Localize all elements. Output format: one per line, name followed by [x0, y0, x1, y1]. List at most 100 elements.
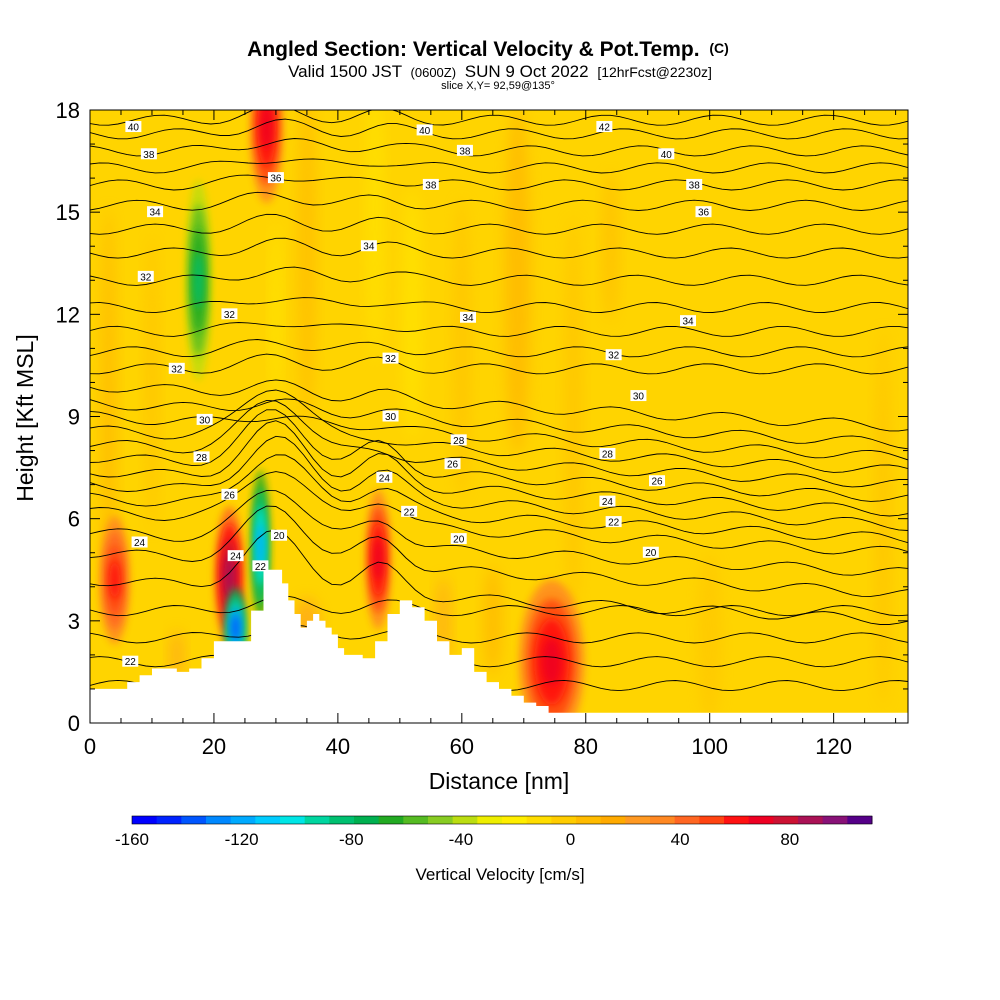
contour-label: 24: [599, 495, 616, 508]
x-tick-label: 100: [691, 734, 728, 759]
contour-label-text: 40: [661, 150, 673, 161]
velocity-shade: [261, 110, 273, 150]
contour-label-box: [599, 447, 616, 459]
colorbar-swatch: [329, 816, 355, 824]
colorbar-tick-label: -120: [225, 830, 259, 849]
theta-contour: [90, 389, 908, 473]
contour-label-text: 24: [379, 473, 391, 484]
contour-label-text: 34: [682, 317, 694, 328]
colorbar-swatch: [477, 816, 503, 824]
contour-label-text: 32: [385, 354, 397, 365]
x-tick-label: 20: [202, 734, 226, 759]
theta-contour: [90, 213, 908, 235]
x-tick-label: 80: [574, 734, 598, 759]
theta-contour: [90, 410, 908, 461]
theta-contour: [90, 138, 908, 157]
colorbar-tick-label: -160: [115, 830, 149, 849]
field-texture-blob: [297, 110, 316, 427]
plot-area: 40 40 42 38 38 40 36 38 38 34 36 34 32 32 34 34 32 32 32 30…: [90, 110, 908, 723]
velocity-shade: [109, 560, 120, 599]
contour-label-text: 28: [453, 436, 465, 447]
contour-label: 36: [695, 206, 712, 219]
theta-contour: [90, 399, 908, 488]
chart-title: Angled Section: Vertical Velocity & Pot.…: [247, 38, 729, 61]
contour-label-text: 42: [599, 123, 611, 134]
contour-label-box: [193, 451, 210, 463]
contour-label-box: [221, 488, 238, 500]
theta-contour: [90, 595, 908, 617]
y-axis-title: Height [Kft MSL]: [12, 334, 38, 501]
colorbar-swatch: [230, 816, 256, 824]
contour-label: 22: [605, 516, 622, 529]
colorbar-swatch: [526, 816, 552, 824]
contour-label-text: 26: [447, 460, 459, 471]
velocity-shade: [224, 556, 235, 598]
contour-label: 20: [271, 529, 288, 542]
contour-label: 32: [605, 349, 622, 362]
colorbar-swatch: [132, 816, 158, 824]
colorbar-swatch: [798, 816, 824, 824]
chart-title-suffix: (C): [709, 40, 728, 56]
contour-label-text: 20: [453, 535, 465, 546]
field-texture-blob: [504, 110, 531, 456]
contour-label-box: [658, 148, 675, 160]
contour-label-text: 32: [171, 364, 183, 375]
chart-title-main: Angled Section: Vertical Velocity & Pot.…: [247, 38, 699, 61]
colorbar-tick-label: 80: [780, 830, 799, 849]
contour-label-text: 22: [255, 562, 267, 573]
colorbar-title: Vertical Velocity [cm/s]: [415, 865, 584, 884]
colorbar-swatch: [625, 816, 651, 824]
contour-label: 26: [444, 458, 461, 471]
field-texture-blob: [367, 110, 384, 363]
colorbar-swatch: [428, 816, 454, 824]
field-texture-blob: [875, 328, 892, 709]
theta-contour: [90, 322, 908, 337]
contour-label: 34: [680, 315, 697, 328]
theta-contour: [90, 353, 908, 375]
theta-contour: [90, 489, 908, 576]
contour-label-text: 40: [419, 126, 431, 137]
colorbar-swatch: [724, 816, 750, 824]
contour-label: 22: [401, 505, 418, 518]
theta-contour: [90, 174, 908, 191]
field-texture-blob: [144, 232, 159, 533]
field-texture-blob: [270, 224, 281, 405]
theta-contour: [90, 266, 908, 286]
contour-label-box: [680, 315, 697, 327]
subtitle-valid: Valid 1500 JST: [288, 62, 402, 81]
contour-label-box: [686, 178, 703, 190]
theta-contour: [90, 118, 908, 140]
contour-label-box: [422, 178, 439, 190]
contour-label-box: [456, 144, 473, 156]
theta-contour: [90, 297, 908, 314]
contour-label-text: 32: [224, 310, 236, 321]
contour-label-text: 30: [633, 392, 645, 403]
contour-label-box: [642, 546, 659, 558]
updraft-core: [365, 489, 391, 630]
contour-label-text: 40: [128, 123, 140, 134]
subtitle-zulu: (0600Z): [411, 65, 457, 80]
theta-contour: [90, 409, 908, 502]
contour-label: 24: [376, 471, 393, 484]
contour-label-box: [140, 148, 157, 160]
contour-label-text: 34: [363, 242, 375, 253]
contour-label-text: 34: [150, 208, 162, 219]
colorbar-swatch: [255, 816, 281, 824]
contour-label-box: [227, 550, 244, 562]
contour-label-text: 28: [196, 453, 208, 464]
subtitle-date: SUN 9 Oct 2022: [465, 62, 589, 81]
contour-label-box: [122, 655, 139, 667]
contour-label-text: 34: [462, 313, 474, 324]
colorbar-swatch: [847, 816, 873, 824]
contour-label: 26: [649, 475, 666, 488]
theta-contour: [90, 624, 908, 644]
contour-label: 20: [450, 533, 467, 546]
contour-label-text: 32: [608, 351, 620, 362]
contour-label: 42: [596, 121, 613, 134]
contour-label-text: 30: [199, 415, 211, 426]
field-texture-blob: [483, 565, 502, 676]
contour-label-box: [460, 311, 477, 323]
contour-label-text: 32: [140, 272, 152, 283]
colorbar-frame: [131, 815, 873, 825]
contour-label: 30: [630, 390, 647, 403]
